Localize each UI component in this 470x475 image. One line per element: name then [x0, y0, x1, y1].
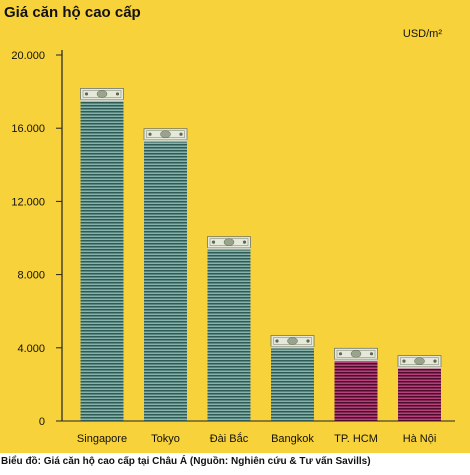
banknote-icon: [334, 347, 378, 362]
bar: [144, 137, 187, 421]
x-tick-label: Singapore: [77, 433, 127, 445]
chart-caption: Biểu đồ: Giá căn hộ cao cấp tại Châu Á (…: [1, 456, 371, 467]
bar-chart: 0 4.000 8.000 12.000 16.000 20.000 Singapore To…: [11, 50, 455, 445]
bar: [80, 97, 124, 422]
x-tick-label: Tokyo: [151, 433, 180, 445]
y-tick-label: 8.000: [17, 270, 45, 282]
bar: [207, 245, 251, 421]
bar: [398, 364, 441, 421]
y-tick-label: 0: [39, 416, 45, 428]
chart-title: Giá căn hộ cao cấp: [4, 4, 141, 21]
unit-label: USD/m²: [402, 28, 442, 40]
x-tick-label: Hà Nội: [403, 433, 437, 445]
x-tick-label: Bangkok: [271, 433, 314, 445]
y-tick-label: 20.000: [11, 50, 45, 62]
bar: [271, 344, 314, 421]
y-tick-label: 12.000: [11, 196, 45, 208]
y-tick-label: 16.000: [11, 123, 45, 135]
y-tick-label: 4.000: [17, 343, 45, 355]
banknote-icon: [270, 335, 315, 349]
x-tick-label: TP. HCM: [334, 433, 378, 445]
bar: [334, 357, 378, 421]
banknote-icon: [80, 88, 124, 102]
banknote-icon: [207, 236, 251, 250]
banknote-icon: [143, 128, 188, 142]
x-tick-label: Đài Bắc: [210, 432, 249, 445]
banknote-icon: [397, 355, 442, 369]
